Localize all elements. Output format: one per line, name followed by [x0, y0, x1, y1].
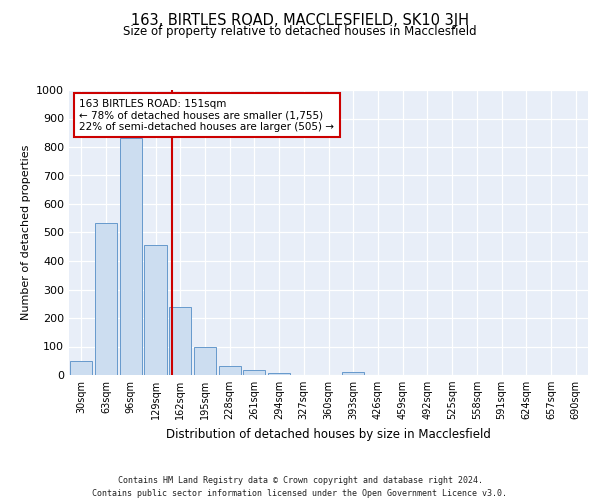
Bar — [243, 370, 265, 375]
Bar — [70, 361, 92, 375]
Bar — [95, 222, 117, 375]
Text: 163, BIRTLES ROAD, MACCLESFIELD, SK10 3JH: 163, BIRTLES ROAD, MACCLESFIELD, SK10 3J… — [131, 12, 469, 28]
Bar — [194, 348, 216, 375]
Bar — [268, 372, 290, 375]
Bar — [169, 306, 191, 375]
Text: Contains HM Land Registry data © Crown copyright and database right 2024.
Contai: Contains HM Land Registry data © Crown c… — [92, 476, 508, 498]
Bar — [119, 138, 142, 375]
Bar — [145, 245, 167, 375]
Y-axis label: Number of detached properties: Number of detached properties — [20, 145, 31, 320]
Text: Size of property relative to detached houses in Macclesfield: Size of property relative to detached ho… — [123, 25, 477, 38]
X-axis label: Distribution of detached houses by size in Macclesfield: Distribution of detached houses by size … — [166, 428, 491, 440]
Text: 163 BIRTLES ROAD: 151sqm
← 78% of detached houses are smaller (1,755)
22% of sem: 163 BIRTLES ROAD: 151sqm ← 78% of detach… — [79, 98, 334, 132]
Bar — [218, 366, 241, 375]
Bar — [342, 372, 364, 375]
